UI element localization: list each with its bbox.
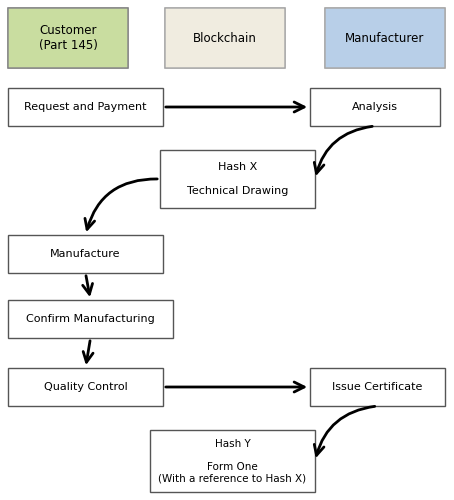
FancyBboxPatch shape (8, 8, 128, 68)
Text: Quality Control: Quality Control (44, 382, 128, 392)
Bar (8, 300, 173, 338)
Text: Hash X

Technical Drawing: Hash X Technical Drawing (187, 162, 288, 196)
Bar (8, 88, 163, 126)
Text: Manufacturer: Manufacturer (345, 32, 424, 44)
Bar (160, 150, 315, 208)
Text: Manufacture: Manufacture (50, 249, 121, 259)
Text: Analysis: Analysis (352, 102, 398, 112)
Bar (310, 88, 440, 126)
Text: Blockchain: Blockchain (193, 32, 257, 44)
Text: Issue Certificate: Issue Certificate (332, 382, 423, 392)
Bar (8, 235, 163, 273)
Text: Confirm Manufacturing: Confirm Manufacturing (26, 314, 155, 324)
Text: Hash Y

Form One
(With a reference to Hash X): Hash Y Form One (With a reference to Has… (158, 438, 306, 484)
Bar (150, 430, 315, 492)
Text: Customer
(Part 145): Customer (Part 145) (39, 24, 98, 52)
Bar (310, 368, 445, 406)
FancyBboxPatch shape (165, 8, 285, 68)
Bar (8, 368, 163, 406)
Text: Request and Payment: Request and Payment (24, 102, 147, 112)
FancyBboxPatch shape (325, 8, 445, 68)
